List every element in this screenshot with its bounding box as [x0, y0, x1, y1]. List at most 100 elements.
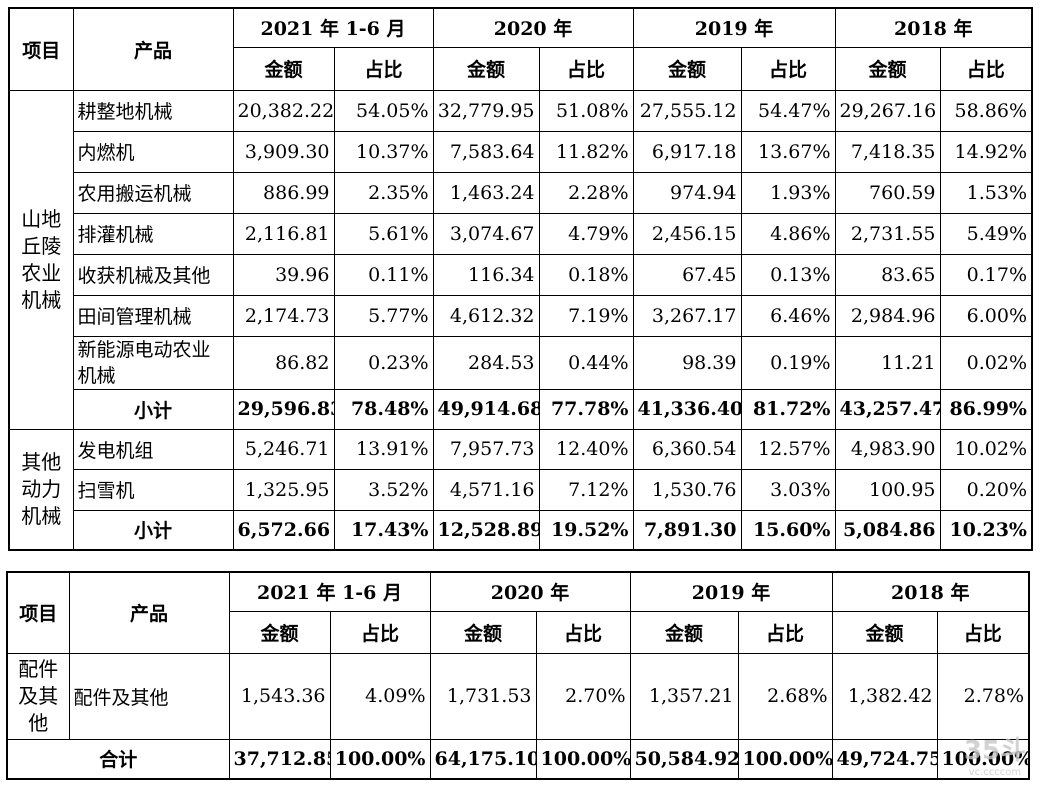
- header-ratio: 占比: [740, 46, 836, 91]
- ratio-cell: 14.92%: [939, 130, 1033, 173]
- amount-cell: 39.96: [232, 253, 335, 296]
- amount-cell: 83.65: [834, 253, 941, 296]
- subtotal-label: 小计: [72, 388, 234, 430]
- ratio-cell: 100.00%: [535, 738, 631, 780]
- amount-cell: 2,116.81: [232, 212, 335, 255]
- group-label: 山地丘陵农业机械: [8, 89, 74, 430]
- amount-cell: 49,914.68: [432, 388, 540, 430]
- group-label: 其他动力机械: [8, 428, 74, 551]
- ratio-cell: 11.82%: [538, 130, 634, 173]
- ratio-cell: 0.23%: [333, 335, 434, 390]
- amount-cell: 5,246.71: [232, 428, 335, 470]
- ratio-cell: 51.08%: [538, 89, 634, 132]
- header-row-metrics: 金额 占比 金额 占比 金额 占比 金额 占比: [7, 610, 1030, 654]
- amount-cell: 6,572.66: [232, 509, 335, 551]
- amount-cell: 1,731.53: [429, 652, 537, 740]
- table-row: 新能源电动农业机械 86.82 0.23% 284.53 0.44% 98.39 0.19%…: [9, 335, 1033, 390]
- ratio-cell: 2.68%: [737, 652, 833, 740]
- subtotal-row: 小计 6,572.66 17.43% 12,528.89 19.52% 7,891.30 1…: [9, 509, 1033, 551]
- ratio-cell: 77.78%: [538, 388, 634, 430]
- amount-cell: 64,175.10: [429, 738, 537, 780]
- amount-cell: 12,528.89: [432, 509, 540, 551]
- amount-cell: 6,360.54: [632, 428, 742, 470]
- header-amount: 金额: [228, 610, 331, 654]
- ratio-cell: 5.49%: [939, 212, 1033, 255]
- header-period: 2021 年 1-6 月: [228, 571, 431, 612]
- header-period: 2020 年: [432, 7, 634, 48]
- header-period: 2018 年: [831, 571, 1030, 612]
- product-name: 农用搬运机械: [72, 171, 234, 214]
- ratio-cell: 10.02%: [939, 428, 1033, 470]
- ratio-cell: 3.52%: [333, 468, 434, 511]
- ratio-cell: 0.44%: [538, 335, 634, 390]
- amount-cell: 116.34: [432, 253, 540, 296]
- product-name: 耕整地机械: [72, 89, 234, 132]
- ratio-cell: 81.72%: [740, 388, 836, 430]
- amount-cell: 974.94: [632, 171, 742, 214]
- ratio-cell: 4.09%: [329, 652, 431, 740]
- table-row: 其他动力机械 发电机组 5,246.71 13.91% 7,957.73 12.40% 6,…: [8, 428, 1033, 551]
- table-row: 山地丘陵农业机械 耕整地机械 20,382.22 54.05% 32,779.95 51.…: [8, 89, 1033, 430]
- ratio-cell: 13.91%: [333, 428, 434, 470]
- table-row: 配件及其他 配件及其他 1,543.36 4.09% 1,731.53 2.70% 1,35…: [6, 652, 1030, 740]
- ratio-cell: 12.40%: [538, 428, 634, 470]
- product-name: 扫雪机: [72, 468, 234, 511]
- ratio-cell: 54.05%: [333, 89, 434, 132]
- header-amount: 金额: [831, 610, 938, 654]
- amount-cell: 50,584.92: [629, 738, 739, 780]
- ratio-cell: 15.60%: [740, 509, 836, 551]
- subtotal-row: 小计 29,596.83 78.48% 49,914.68 77.78% 41,336.4…: [9, 388, 1033, 430]
- amount-cell: 29,596.83: [232, 388, 335, 430]
- header-row-periods: 项目 产品 2021 年 1-6 月 2020 年 2019 年 2018 年: [8, 7, 1033, 91]
- ratio-cell: 0.19%: [740, 335, 836, 390]
- ratio-cell: 2.78%: [936, 652, 1030, 740]
- amount-cell: 2,984.96: [834, 294, 941, 337]
- amount-cell: 49,724.75: [831, 738, 938, 780]
- amount-cell: 11.21: [834, 335, 941, 390]
- header-period: 2018 年: [834, 7, 1033, 48]
- total-label: 合计: [6, 738, 230, 780]
- ratio-cell: 0.20%: [939, 468, 1033, 511]
- amount-cell: 1,382.42: [831, 652, 938, 740]
- ratio-cell: 7.19%: [538, 294, 634, 337]
- ratio-cell: 7.12%: [538, 468, 634, 511]
- table-row: 内燃机 3,909.30 10.37% 7,583.64 11.82% 6,917.18 1…: [9, 130, 1033, 173]
- header-ratio: 占比: [936, 610, 1030, 654]
- header-amount: 金额: [629, 610, 739, 654]
- amount-cell: 20,382.22: [232, 89, 335, 132]
- ratio-cell: 2.35%: [333, 171, 434, 214]
- group-label: 配件及其他: [6, 652, 70, 740]
- header-ratio: 占比: [737, 610, 833, 654]
- ratio-cell: 1.53%: [939, 171, 1033, 214]
- ratio-cell: 19.52%: [538, 509, 634, 551]
- ratio-cell: 10.23%: [939, 509, 1033, 551]
- ratio-cell: 2.28%: [538, 171, 634, 214]
- header-period: 2019 年: [629, 571, 833, 612]
- table-row: 排灌机械 2,116.81 5.61% 3,074.67 4.79% 2,456.15 4.…: [9, 212, 1033, 255]
- ratio-cell: 2.70%: [535, 652, 631, 740]
- amount-cell: 7,891.30: [632, 509, 742, 551]
- amount-cell: 1,357.21: [629, 652, 739, 740]
- table-row: 农用搬运机械 886.99 2.35% 1,463.24 2.28% 974.94 1.93…: [9, 171, 1033, 214]
- header-ratio: 占比: [939, 46, 1033, 91]
- amount-cell: 29,267.16: [834, 89, 941, 132]
- ratio-cell: 17.43%: [333, 509, 434, 551]
- ratio-cell: 0.17%: [939, 253, 1033, 296]
- amount-cell: 86.82: [232, 335, 335, 390]
- amount-cell: 2,456.15: [632, 212, 742, 255]
- amount-cell: 1,530.76: [632, 468, 742, 511]
- header-row-metrics: 金额 占比 金额 占比 金额 占比 金额 占比: [9, 46, 1033, 91]
- header-ratio: 占比: [535, 610, 631, 654]
- amount-cell: 67.45: [632, 253, 742, 296]
- table-row: 扫雪机 1,325.95 3.52% 4,571.16 7.12% 1,530.76 3.0…: [9, 468, 1033, 511]
- total-row: 合计 37,712.85 100.00% 64,175.10 100.00% 50,584…: [6, 738, 1030, 780]
- ratio-cell: 0.18%: [538, 253, 634, 296]
- ratio-cell: 4.86%: [740, 212, 836, 255]
- header-item: 项目: [8, 7, 74, 91]
- amount-cell: 3,267.17: [632, 294, 742, 337]
- header-row-periods: 项目 产品 2021 年 1-6 月 2020 年 2019 年 2018 年: [6, 571, 1030, 654]
- product-name: 发电机组: [72, 428, 234, 470]
- amount-cell: 43,257.47: [834, 388, 941, 430]
- amount-cell: 100.95: [834, 468, 941, 511]
- amount-cell: 37,712.85: [228, 738, 331, 780]
